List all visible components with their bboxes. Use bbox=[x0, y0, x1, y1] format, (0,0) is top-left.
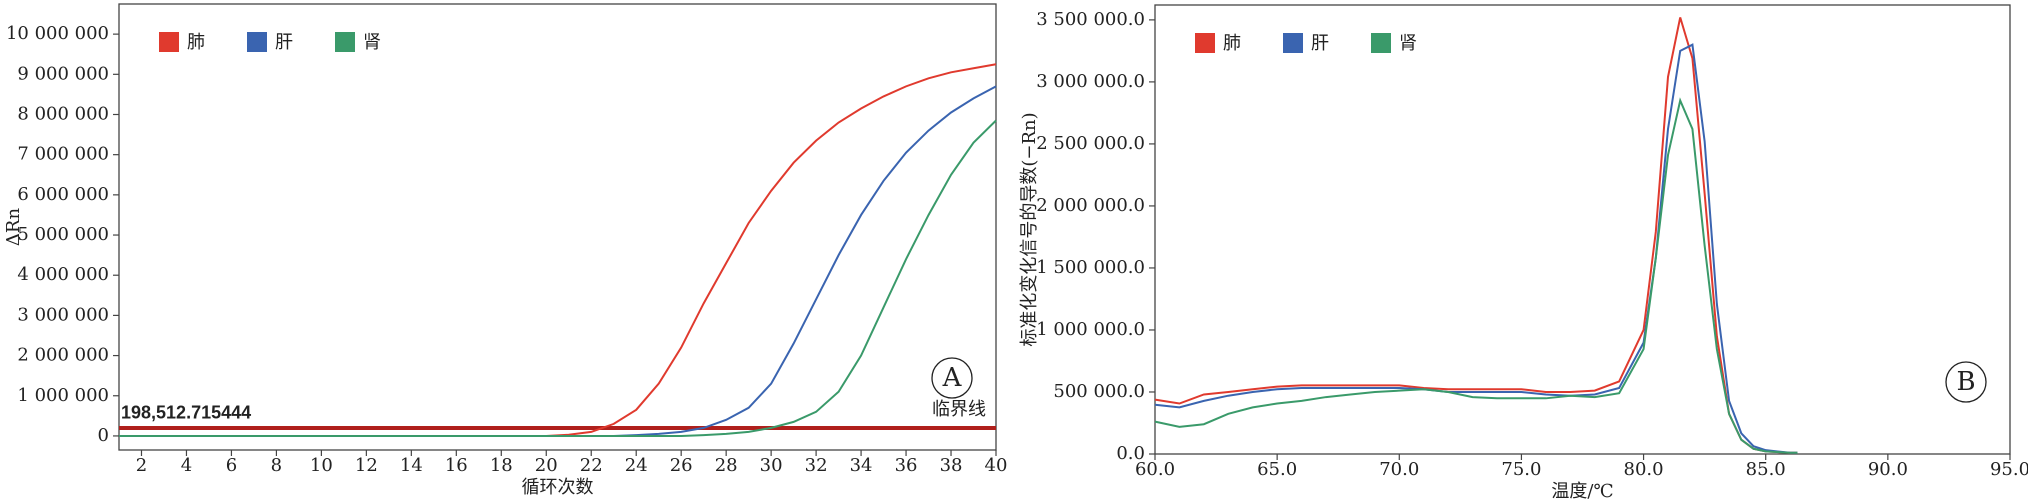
x-tick-label: 6 bbox=[226, 455, 237, 476]
y-axis-label: 标准化变化信号的导数(−Rn) bbox=[1019, 112, 1040, 346]
x-tick-label: 28 bbox=[715, 455, 738, 476]
x-tick-label: 85.0 bbox=[1746, 459, 1786, 480]
threshold-name: 临界线 bbox=[932, 399, 986, 420]
y-tick-label: 8 000 000 bbox=[17, 103, 109, 124]
series-line bbox=[1154, 97, 1798, 454]
y-tick-label: 0.0 bbox=[1116, 443, 1145, 464]
y-tick-label: 5 000 000 bbox=[17, 224, 109, 245]
legend-label: 肾 bbox=[363, 32, 381, 53]
legend-swatch bbox=[159, 32, 179, 52]
y-tick-label: 7 000 000 bbox=[17, 144, 109, 165]
x-axis-label: 温度/℃ bbox=[1551, 481, 1613, 499]
plot-frame bbox=[118, 3, 997, 451]
y-axis-label: ΔRn bbox=[3, 208, 24, 247]
x-tick-label: 38 bbox=[940, 455, 963, 476]
series-line bbox=[119, 119, 997, 437]
panel-badge bbox=[1945, 361, 1987, 403]
legend-label: 肺 bbox=[1223, 33, 1241, 54]
panel-label: B bbox=[1956, 367, 1975, 397]
y-tick-label: 3 000 000.0 bbox=[1036, 71, 1145, 92]
y-tick-label: 1 500 000.0 bbox=[1036, 257, 1145, 278]
x-tick-label: 80.0 bbox=[1624, 459, 1664, 480]
x-tick-label: 4 bbox=[181, 455, 192, 476]
legend-label: 肝 bbox=[1311, 33, 1329, 54]
y-tick-label: 4 000 000 bbox=[17, 264, 109, 285]
x-tick-label: 65.0 bbox=[1257, 459, 1297, 480]
x-tick-label: 18 bbox=[490, 455, 513, 476]
y-tick-label: 2 500 000.0 bbox=[1036, 133, 1145, 154]
series-line bbox=[1154, 17, 1798, 454]
x-tick-label: 26 bbox=[670, 455, 693, 476]
x-tick-label: 34 bbox=[850, 455, 873, 476]
legend-label: 肾 bbox=[1399, 33, 1417, 54]
series-line bbox=[1154, 43, 1798, 454]
x-tick-label: 16 bbox=[445, 455, 468, 476]
x-tick-label: 70.0 bbox=[1379, 459, 1419, 480]
y-tick-label: 6 000 000 bbox=[17, 184, 109, 205]
x-tick-label: 32 bbox=[805, 455, 828, 476]
x-tick-label: 30 bbox=[760, 455, 783, 476]
x-tick-label: 12 bbox=[355, 455, 378, 476]
y-tick-label: 1 000 000.0 bbox=[1036, 319, 1145, 340]
y-tick-label: 1 000 000 bbox=[17, 385, 109, 406]
plot-frame bbox=[1154, 4, 2011, 455]
series-line bbox=[119, 63, 997, 437]
x-tick-label: 14 bbox=[400, 455, 423, 476]
x-tick-label: 24 bbox=[625, 455, 648, 476]
y-tick-label: 10 000 000 bbox=[6, 23, 109, 44]
y-tick-label: 3 000 000 bbox=[17, 304, 109, 325]
x-tick-label: 2 bbox=[136, 455, 147, 476]
legend-swatch bbox=[1371, 33, 1391, 53]
legend-swatch bbox=[247, 32, 267, 52]
legend-swatch bbox=[1195, 33, 1215, 53]
x-tick-label: 22 bbox=[580, 455, 603, 476]
threshold-value-label: 198,512.715444 bbox=[121, 403, 251, 423]
x-axis-label: 循环次数 bbox=[522, 477, 594, 498]
legend-label: 肺 bbox=[187, 32, 205, 53]
x-tick-label: 75.0 bbox=[1501, 459, 1541, 480]
x-tick-label: 10 bbox=[310, 455, 333, 476]
x-tick-label: 60.0 bbox=[1135, 459, 1175, 480]
series-line bbox=[119, 85, 997, 437]
y-tick-label: 9 000 000 bbox=[17, 63, 109, 84]
x-tick-label: 20 bbox=[535, 455, 558, 476]
y-tick-label: 0 bbox=[98, 425, 109, 446]
legend-swatch bbox=[1283, 33, 1303, 53]
x-tick-label: 8 bbox=[271, 455, 282, 476]
x-tick-label: 95.0 bbox=[1990, 459, 2028, 480]
y-tick-label: 500 000.0 bbox=[1053, 381, 1145, 402]
x-tick-label: 90.0 bbox=[1868, 459, 1908, 480]
panel-label: A bbox=[942, 363, 963, 393]
y-tick-label: 3 500 000.0 bbox=[1036, 9, 1145, 30]
legend-swatch bbox=[335, 32, 355, 52]
legend-label: 肝 bbox=[275, 32, 293, 53]
panel-badge bbox=[931, 357, 973, 399]
y-tick-label: 2 000 000.0 bbox=[1036, 195, 1145, 216]
x-tick-label: 40 bbox=[985, 455, 1008, 476]
x-tick-label: 36 bbox=[895, 455, 918, 476]
y-tick-label: 2 000 000 bbox=[17, 345, 109, 366]
